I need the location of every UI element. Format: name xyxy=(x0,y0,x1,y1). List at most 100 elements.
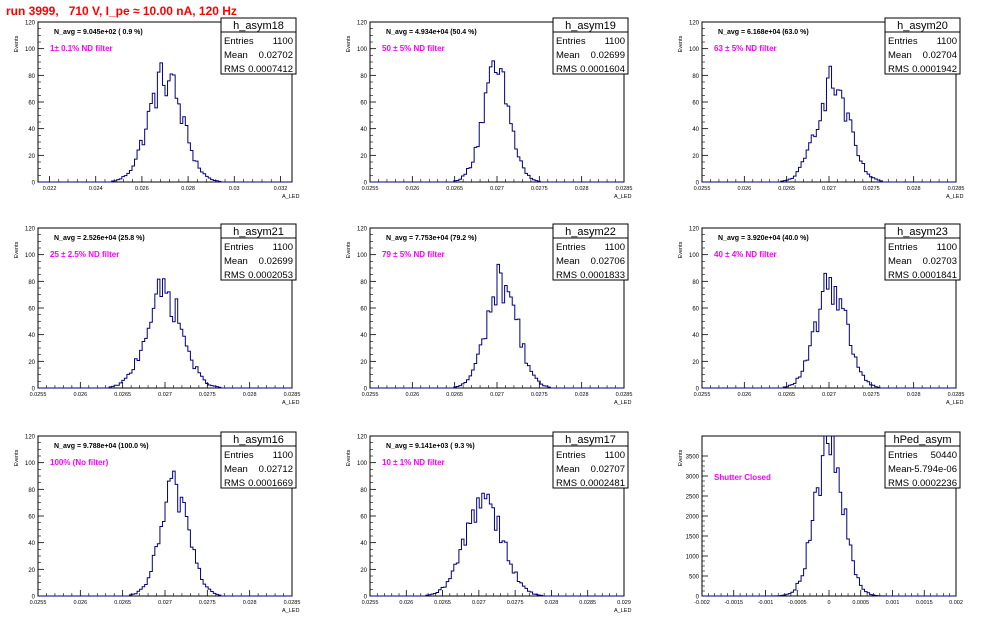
y-tick-label: 100 xyxy=(357,461,368,467)
x-tick-label: 0.026 xyxy=(737,186,751,192)
y-tick-label: 1500 xyxy=(686,535,700,541)
y-axis-label: Events xyxy=(14,35,20,52)
histogram-name: h_asym17 xyxy=(565,434,616,446)
x-tick-label: 0.0015 xyxy=(916,600,933,606)
x-tick-label: 0.0255 xyxy=(694,392,711,398)
y-tick-label: 20 xyxy=(692,154,699,160)
n-avg-label: N_avg = 9.045e+02 ( 0.9 %) xyxy=(54,29,143,36)
stats-label: Mean xyxy=(556,50,580,61)
y-tick-label: 120 xyxy=(689,21,700,27)
x-tick-label: 0.028 xyxy=(907,392,921,398)
filter-label: 50 ± 5% ND filter xyxy=(382,44,445,53)
y-axis-label: Events xyxy=(346,35,352,52)
x-tick-label: 0.032 xyxy=(274,186,288,192)
x-tick-label: 0.0275 xyxy=(531,186,548,192)
x-tick-label: 0.0255 xyxy=(362,600,379,606)
y-tick-label: 40 xyxy=(28,333,35,339)
histogram-line xyxy=(702,272,956,389)
x-tick-label: 0.0275 xyxy=(199,600,216,606)
stats-value: 1100 xyxy=(605,242,625,253)
stats-value: 0.0002236 xyxy=(912,478,957,489)
histogram-panel-h_asym18: 0 20 40 60 80 100 120 0.022 0.024 0.026 0.028 0.03 0… xyxy=(14,17,299,200)
y-tick-label: 2000 xyxy=(686,515,700,521)
histogram-panel-h_asym17: 0 20 40 60 80 100 120 0.0255 0.026 0.0265 0.027 0.0… xyxy=(346,431,631,614)
stats-label: RMS xyxy=(888,478,909,489)
stats-label: RMS xyxy=(888,270,909,281)
y-tick-label: 0 xyxy=(32,387,36,393)
x-axis-label: A_LED xyxy=(614,608,631,614)
y-tick-label: 0 xyxy=(364,595,368,601)
x-tick-label: 0.0265 xyxy=(778,186,795,192)
stats-label: RMS xyxy=(224,478,245,489)
stats-label: RMS xyxy=(556,270,577,281)
y-tick-label: 20 xyxy=(360,360,367,366)
stats-label: RMS xyxy=(224,64,245,75)
page-title: run 3999, 710 V, I_pe ≈ 10.00 nA, 120 Hz xyxy=(6,4,237,18)
x-tick-label: 0.0265 xyxy=(778,392,795,398)
x-axis-label: A_LED xyxy=(282,194,299,200)
stats-box xyxy=(220,17,297,75)
y-tick-label: 80 xyxy=(692,74,699,80)
stats-box xyxy=(552,17,629,75)
histogram-panel-h_asym23: 0 20 40 60 80 100 120 0.0255 0.026 0.0265 0.027 0.0… xyxy=(678,223,964,406)
x-tick-label: 0.0285 xyxy=(616,392,633,398)
stats-label: Entries xyxy=(224,242,254,253)
x-axis-label: A_LED xyxy=(282,608,299,614)
x-tick-label: 0.0255 xyxy=(362,186,379,192)
y-tick-label: 20 xyxy=(28,154,35,160)
y-tick-label: 100 xyxy=(357,47,368,53)
y-axis-label: Events xyxy=(14,449,20,466)
stats-label: Mean xyxy=(888,464,912,475)
y-tick-label: 80 xyxy=(692,280,699,286)
stats-label: Entries xyxy=(888,36,918,47)
x-tick-label: 0.0285 xyxy=(616,186,633,192)
stats-label: Entries xyxy=(556,36,586,47)
y-tick-label: 120 xyxy=(357,227,368,233)
x-tick-label: -0.002 xyxy=(694,600,710,606)
y-tick-label: 20 xyxy=(692,360,699,366)
y-tick-label: 60 xyxy=(28,101,35,107)
histogram-line xyxy=(38,470,292,597)
x-tick-label: 0.027 xyxy=(490,186,504,192)
y-tick-label: 20 xyxy=(360,154,367,160)
y-tick-label: 80 xyxy=(28,74,35,80)
filter-label: 1± 0.1% ND filter xyxy=(50,44,113,53)
x-tick-label: 0.022 xyxy=(43,186,57,192)
stats-box xyxy=(552,431,629,489)
y-tick-label: 120 xyxy=(357,435,368,441)
x-tick-label: 0.026 xyxy=(135,186,149,192)
histogram-name: h_asym23 xyxy=(897,226,948,238)
x-tick-label: 0.027 xyxy=(822,186,836,192)
stats-value: 0.0001841 xyxy=(912,270,957,281)
x-tick-label: 0.03 xyxy=(229,186,240,192)
stats-label: Entries xyxy=(556,450,586,461)
histogram-panel-hPed_asym: 0 500 1000 1500 2000 2500 3000 3500 -0.002 -0.001… xyxy=(678,431,963,606)
n-avg-label: N_avg = 2.526e+04 (25.8 %) xyxy=(54,235,145,242)
stats-label: Mean xyxy=(888,50,912,61)
x-tick-label: 0.028 xyxy=(545,600,559,606)
stats-value: -5.794e-06 xyxy=(911,464,957,475)
stats-label: Mean xyxy=(888,256,912,267)
stats-value: 0.0002053 xyxy=(248,270,293,281)
x-tick-label: 0.027 xyxy=(158,600,172,606)
y-tick-label: 60 xyxy=(692,101,699,107)
x-tick-label: 0.0265 xyxy=(446,186,463,192)
stats-value: 0.0007412 xyxy=(248,64,293,75)
y-tick-label: 3500 xyxy=(686,455,700,461)
x-tick-label: 0.0255 xyxy=(30,392,47,398)
y-axis-label: Events xyxy=(678,241,684,258)
histogram-name: h_asym20 xyxy=(897,20,948,32)
y-tick-label: 0 xyxy=(364,387,368,393)
stats-label: Mean xyxy=(556,256,580,267)
histogram-line xyxy=(38,62,292,183)
y-tick-label: 120 xyxy=(25,435,36,441)
stats-box xyxy=(220,431,297,489)
stats-value: 1100 xyxy=(273,242,293,253)
y-tick-label: 40 xyxy=(28,127,35,133)
y-tick-label: 0 xyxy=(696,595,700,601)
histogram-panel-h_asym21: 0 20 40 60 80 100 120 0.0255 0.026 0.0265 0.027 0.0… xyxy=(14,223,300,406)
y-tick-label: 80 xyxy=(28,488,35,494)
x-tick-label: 0.026 xyxy=(399,600,413,606)
x-tick-label: 0.001 xyxy=(886,600,900,606)
